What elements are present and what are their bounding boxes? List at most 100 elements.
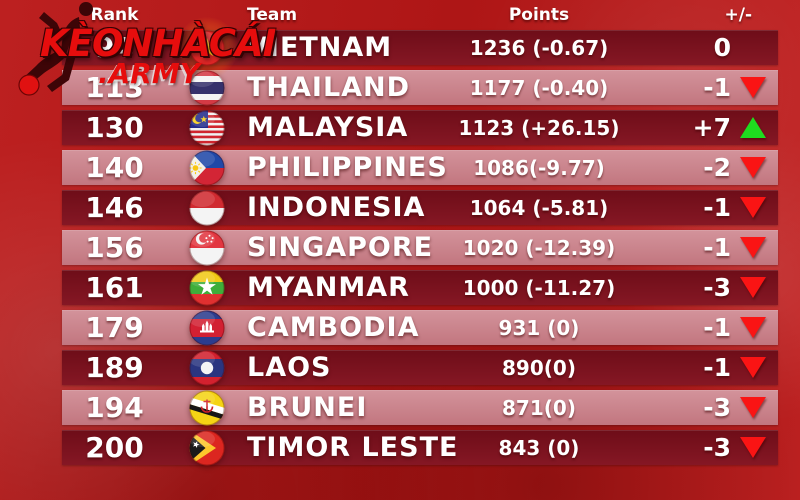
trend-down-triangle-icon [740,237,766,258]
change-cell: 0 [657,33,778,62]
points-value: 1177 (-0.40) [469,75,609,100]
points-value: 843 (0) [498,435,580,460]
flag-cell [167,230,247,266]
trend-down-triangle-icon [740,317,766,338]
team-name: BRUNEI [247,392,368,423]
change-value: -1 [703,193,731,222]
rank-value: 194 [85,391,144,424]
team-name: VIETNAM [247,32,393,63]
table-row: 146 INDONESIA 1064 (-5.81) -1 [62,190,778,225]
change-value: -1 [703,353,731,382]
rank-value: 94 [95,31,134,64]
flag-cell [167,110,247,146]
points-value: 1064 (-5.81) [469,195,609,220]
rank-value: 130 [85,111,144,144]
team-name: SINGAPORE [247,232,434,263]
flag-philippines-icon [189,150,225,186]
header-rank-label: Rank [90,5,139,25]
header-team-label: Team [247,5,298,25]
flag-cell [167,70,247,106]
flag-laos-icon [189,350,225,386]
flag-thailand-icon [189,70,225,106]
table-row: 194 BRUNEI 871(0) -3 [62,390,778,425]
flag-cell [167,16,247,79]
rank-value: 113 [85,71,144,104]
points-value: 1000 (-11.27) [462,275,616,300]
table-row: 189 LAOS 890(0) -1 [62,350,778,385]
rank-value: 161 [85,271,144,304]
header-points-label: Points [508,5,570,25]
flag-cell [167,430,247,466]
rank-value: 179 [85,311,144,344]
flag-cell [167,310,247,346]
flag-timor-leste-icon [189,430,225,466]
points-value: 890(0) [502,355,576,380]
change-cell: -3 [657,433,778,462]
flag-indonesia-icon [189,190,225,226]
flag-cell [167,270,247,306]
change-cell: -3 [657,393,778,422]
change-value: 0 [713,33,731,62]
rank-value: 200 [85,431,144,464]
change-cell: -1 [657,353,778,382]
rank-value: 146 [85,191,144,224]
change-cell: -1 [657,233,778,262]
points-value: 1086(-9.77) [473,155,605,180]
trend-down-triangle-icon [740,77,766,98]
change-value: -3 [703,393,731,422]
team-name: INDONESIA [247,192,426,223]
trend-down-triangle-icon [740,197,766,218]
points-value: 871(0) [502,395,576,420]
team-name: MALAYSIA [247,112,409,143]
flag-brunei-icon [189,390,225,426]
points-value: 1020 (-12.39) [462,235,616,260]
flag-singapore-icon [189,230,225,266]
points-value: 1236 (-0.67) [469,35,609,60]
rank-value: 189 [85,351,144,384]
table-row: 179 CAMBODIA 931 (0) -1 [62,310,778,345]
header-change-label: +/- [724,5,752,25]
team-name: LAOS [247,352,332,383]
table-row: 140 PHILIPPINES 1086(-9.77) -2 [62,150,778,185]
trend-up-triangle-icon [740,117,766,138]
trend-down-triangle-icon [740,157,766,178]
ranking-table: 94 VIETNAM 1236 (-0.67) 0 113 THAILAND 1… [62,16,778,470]
team-name: TIMOR LESTE [247,432,459,463]
table-row: 113 THAILAND 1177 (-0.40) -1 [62,70,778,105]
trend-down-triangle-icon [740,397,766,418]
team-name: CAMBODIA [247,312,420,343]
change-cell: -3 [657,273,778,302]
change-value: -2 [703,153,731,182]
team-name: PHILIPPINES [247,152,448,183]
team-name: THAILAND [247,72,411,103]
flag-malaysia-icon [189,110,225,146]
flag-myanmar-icon [189,270,225,306]
change-value: +7 [692,113,731,142]
table-header: Rank Team Points +/- [62,0,778,30]
points-value: 1123 (+26.15) [458,115,620,140]
flag-vietnam-icon [189,30,225,66]
change-value: -1 [703,313,731,342]
points-value: 931 (0) [498,315,580,340]
flag-cell [167,190,247,226]
table-row: 156 SINGAPORE 1020 (-12.39) -1 [62,230,778,265]
rank-value: 140 [85,151,144,184]
change-value: -1 [703,73,731,102]
change-cell: -1 [657,73,778,102]
trend-down-triangle-icon [740,277,766,298]
change-value: -3 [703,273,731,302]
team-name: MYANMAR [247,272,410,303]
table-row: 200 TIMOR LESTE 843 (0) -3 [62,430,778,465]
flag-cell [167,150,247,186]
change-cell: +7 [657,113,778,142]
table-row: 161 MYANMAR 1000 (-11.27) -3 [62,270,778,305]
rank-value: 156 [85,231,144,264]
flag-cell [167,350,247,386]
flag-cambodia-icon [189,310,225,346]
table-row: 130 MALAYSIA 1123 (+26.15) +7 [62,110,778,145]
change-cell: -1 [657,193,778,222]
flag-cell [167,390,247,426]
change-value: -3 [703,433,731,462]
change-value: -1 [703,233,731,262]
